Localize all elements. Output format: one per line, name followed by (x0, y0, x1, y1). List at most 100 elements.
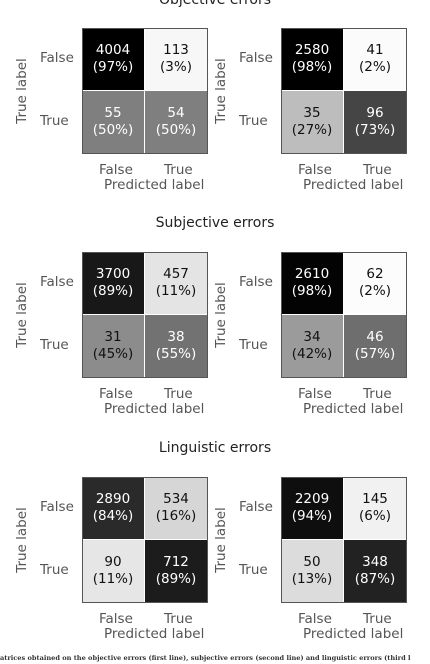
cell-count: 2580 (294, 42, 330, 58)
cell-count: 3700 (95, 266, 131, 282)
cell-percent: (16%) (155, 508, 197, 524)
cell-count: 712 (163, 554, 189, 570)
section-title: Linguistic errors (158, 440, 272, 456)
cell-percent: (11%) (155, 283, 197, 299)
x-axis-label: Predicted label (104, 177, 205, 193)
section-title: Subjective errors (155, 215, 275, 231)
cell-percent: (98%) (291, 283, 333, 299)
cell-percent: (13%) (291, 571, 333, 587)
cell-percent: (2%) (359, 59, 391, 75)
cell-percent: (97%) (92, 59, 134, 75)
cell-count: 50 (303, 554, 321, 570)
cell-percent: (55%) (155, 346, 197, 362)
cell-count: 62 (366, 266, 384, 282)
confusion-matrix: 2610 (98%) 62 (2%) 34 (42%) 46 (57%) (281, 252, 407, 378)
cell-count: 113 (163, 42, 189, 58)
y-tick-label: True (40, 337, 69, 353)
matrix-cell: 2890 (84%) (82, 477, 144, 539)
cell-percent: (57%) (354, 346, 396, 362)
cell-count: 34 (303, 329, 321, 345)
matrix-cell: 145 (6%) (344, 477, 406, 539)
matrix-cell: 113 (3%) (145, 28, 207, 90)
cell-count: 41 (366, 42, 384, 58)
matrix-cell: 712 (89%) (145, 540, 207, 602)
matrix-cell: 35 (27%) (281, 91, 343, 153)
matrix-cell: 2610 (98%) (281, 252, 343, 314)
y-axis-label: True label (213, 58, 229, 124)
matrix-cell: 62 (2%) (344, 252, 406, 314)
cell-count: 2610 (294, 266, 330, 282)
figure-caption: atrices obtained on the objective errors… (0, 654, 411, 662)
cell-count: 38 (167, 329, 185, 345)
y-tick-label: False (239, 274, 273, 290)
matrix-cell: 50 (13%) (281, 540, 343, 602)
cell-count: 348 (362, 554, 388, 570)
x-tick-label: True (164, 386, 193, 402)
x-tick-label: False (298, 386, 332, 402)
confusion-matrix: 4004 (97%) 113 (3%) 55 (50%) 54 (50%) (82, 28, 208, 154)
matrix-cell: 54 (50%) (145, 91, 207, 153)
confusion-matrix: 2890 (84%) 534 (16%) 90 (11%) 712 (89%) (82, 477, 208, 603)
matrix-cell: 38 (55%) (145, 315, 207, 377)
x-tick-label: True (363, 386, 392, 402)
cell-percent: (50%) (92, 122, 134, 138)
x-tick-label: True (363, 162, 392, 178)
matrix-cell: 2209 (94%) (281, 477, 343, 539)
confusion-matrix: 2209 (94%) 145 (6%) 50 (13%) 348 (87%) (281, 477, 407, 603)
cell-percent: (11%) (92, 571, 134, 587)
cell-count: 457 (163, 266, 189, 282)
x-axis-label: Predicted label (303, 626, 404, 642)
cell-count: 90 (104, 554, 122, 570)
y-tick-label: True (239, 113, 268, 129)
matrix-cell: 31 (45%) (82, 315, 144, 377)
cell-count: 55 (104, 105, 122, 121)
cell-count: 35 (303, 105, 321, 121)
cell-count: 31 (104, 329, 122, 345)
cell-percent: (42%) (291, 346, 333, 362)
y-tick-label: True (40, 562, 69, 578)
cell-count: 96 (366, 105, 384, 121)
y-tick-label: True (239, 562, 268, 578)
matrix-cell: 534 (16%) (145, 477, 207, 539)
confusion-matrix: 3700 (89%) 457 (11%) 31 (45%) 38 (55%) (82, 252, 208, 378)
cell-percent: (98%) (291, 59, 333, 75)
x-tick-label: True (363, 611, 392, 627)
y-tick-label: False (239, 50, 273, 66)
cell-percent: (45%) (92, 346, 134, 362)
x-tick-label: False (298, 611, 332, 627)
cell-percent: (87%) (354, 571, 396, 587)
cell-percent: (2%) (359, 283, 391, 299)
matrix-cell: 4004 (97%) (82, 28, 144, 90)
y-axis-label: True label (14, 507, 30, 573)
cell-count: 46 (366, 329, 384, 345)
cell-count: 4004 (95, 42, 131, 58)
y-axis-label: True label (14, 282, 30, 348)
x-tick-label: False (99, 162, 133, 178)
cell-count: 145 (362, 491, 388, 507)
cell-percent: (89%) (92, 283, 134, 299)
matrix-cell: 457 (11%) (145, 252, 207, 314)
x-tick-label: False (99, 611, 133, 627)
cell-count: 2209 (294, 491, 330, 507)
cell-count: 2890 (95, 491, 131, 507)
cell-percent: (89%) (155, 571, 197, 587)
cell-percent: (27%) (291, 122, 333, 138)
cell-percent: (94%) (291, 508, 333, 524)
cell-percent: (3%) (160, 59, 192, 75)
y-tick-label: True (239, 337, 268, 353)
x-tick-label: False (99, 386, 133, 402)
y-tick-label: False (40, 274, 74, 290)
matrix-cell: 41 (2%) (344, 28, 406, 90)
confusion-matrix: 2580 (98%) 41 (2%) 35 (27%) 96 (73%) (281, 28, 407, 154)
y-tick-label: False (239, 499, 273, 515)
cell-percent: (73%) (354, 122, 396, 138)
y-tick-label: False (40, 499, 74, 515)
y-tick-label: False (40, 50, 74, 66)
cell-percent: (6%) (359, 508, 391, 524)
y-axis-label: True label (213, 282, 229, 348)
matrix-cell: 2580 (98%) (281, 28, 343, 90)
x-axis-label: Predicted label (104, 401, 205, 417)
x-axis-label: Predicted label (104, 626, 205, 642)
matrix-cell: 46 (57%) (344, 315, 406, 377)
cell-count: 534 (163, 491, 189, 507)
